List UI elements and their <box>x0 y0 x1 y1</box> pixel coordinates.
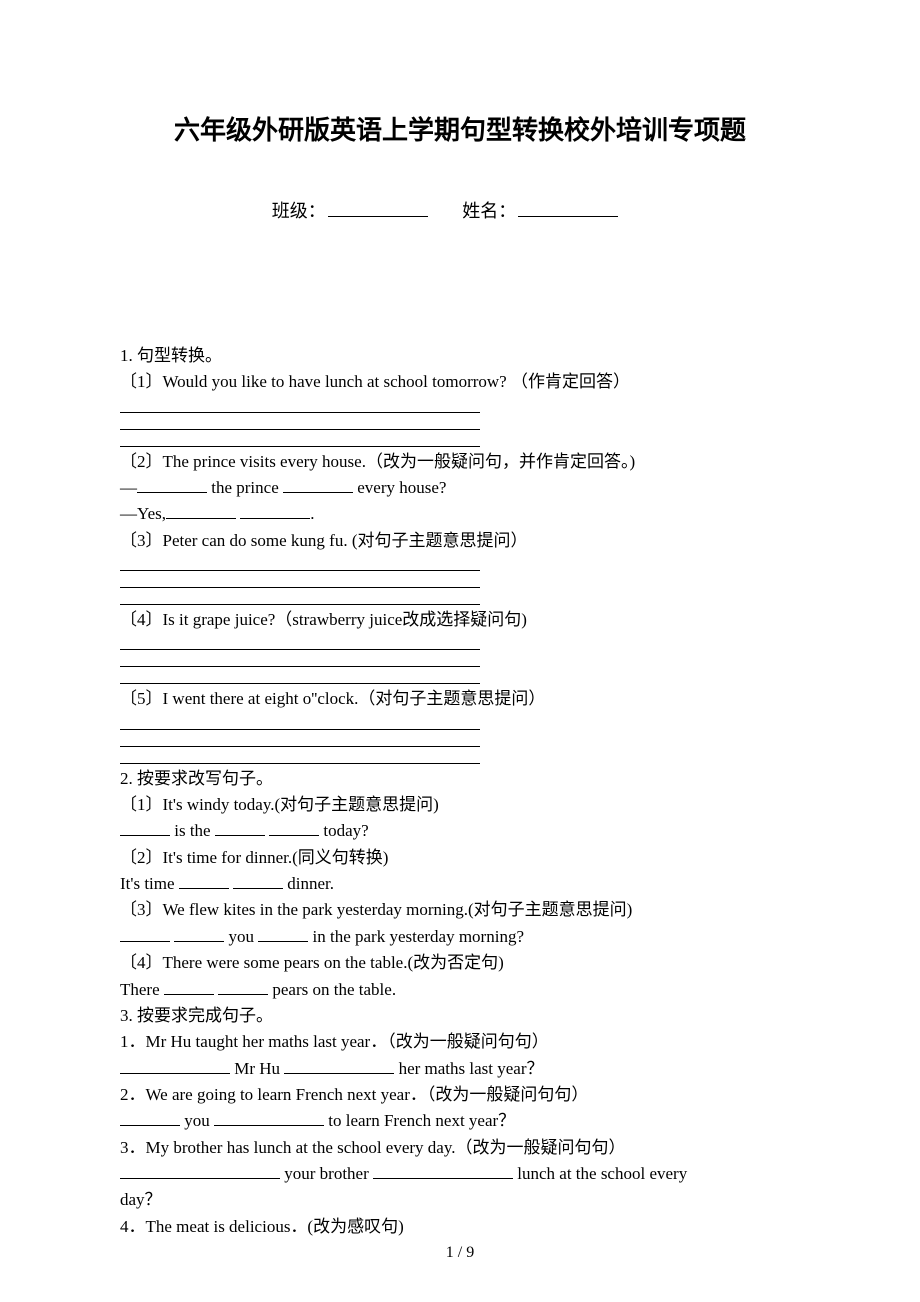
q3-3-line-a: your brother lunch at the school every <box>120 1161 800 1187</box>
q2-head: 2. 按要求改写句子。 <box>120 766 800 792</box>
text: Mr Hu <box>230 1059 284 1078</box>
text: the prince <box>207 478 283 497</box>
fill-blank[interactable] <box>120 818 170 836</box>
text: today? <box>319 821 369 840</box>
q1-1: 〔1〕Would you like to have lunch at schoo… <box>120 369 800 395</box>
answer-blank[interactable] <box>120 715 480 730</box>
answer-blank[interactable] <box>120 669 480 684</box>
page-title: 六年级外研版英语上学期句型转换校外培训专项题 <box>120 110 800 147</box>
text: — <box>120 478 137 497</box>
answer-blank[interactable] <box>120 415 480 430</box>
page-number: 1 / 9 <box>0 1244 920 1262</box>
fill-blank[interactable] <box>120 1161 280 1179</box>
q3-1: 1．Mr Hu taught her maths last year．（改为一般… <box>120 1029 800 1055</box>
text: There <box>120 980 164 999</box>
fill-blank[interactable] <box>179 871 229 889</box>
q3-3-line-b: day？ <box>120 1187 800 1213</box>
q3-1-line: Mr Hu her maths last year？ <box>120 1056 800 1082</box>
answer-blank[interactable] <box>120 749 480 764</box>
fill-blank[interactable] <box>120 924 170 942</box>
text: your brother <box>280 1164 373 1183</box>
q1-head: 1. 句型转换。 <box>120 343 800 369</box>
answer-blank[interactable] <box>120 398 480 413</box>
class-label: 班级： <box>272 201 326 221</box>
name-blank[interactable] <box>518 198 618 217</box>
q2-2-line: It's time dinner. <box>120 871 800 897</box>
fill-blank[interactable] <box>269 818 319 836</box>
fill-blank[interactable] <box>164 977 214 995</box>
content-body: 1. 句型转换。 〔1〕Would you like to have lunch… <box>120 343 800 1240</box>
answer-blank[interactable] <box>120 732 480 747</box>
fill-blank[interactable] <box>120 1056 230 1074</box>
q1-4: 〔4〕Is it grape juice?（strawberry juice改成… <box>120 607 800 633</box>
fill-blank[interactable] <box>214 1108 324 1126</box>
text: pears on the table. <box>268 980 396 999</box>
text: you <box>224 927 258 946</box>
q3-2: 2．We are going to learn French next year… <box>120 1082 800 1108</box>
q1-2-line-a: — the prince every house? <box>120 475 800 501</box>
answer-blank[interactable] <box>120 573 480 588</box>
student-info-line: 班级： 姓名： <box>120 197 800 223</box>
text: you <box>180 1111 214 1130</box>
q3-4: 4．The meat is delicious．(改为感叹句) <box>120 1214 800 1240</box>
q2-1-line: is the today? <box>120 818 800 844</box>
text: in the park yesterday morning? <box>308 927 524 946</box>
worksheet-page: 六年级外研版英语上学期句型转换校外培训专项题 班级： 姓名： 1. 句型转换。 … <box>0 0 920 1302</box>
text: . <box>310 504 314 523</box>
text: every house? <box>353 478 446 497</box>
fill-blank[interactable] <box>233 871 283 889</box>
q2-4: 〔4〕There were some pears on the table.(改… <box>120 950 800 976</box>
text: her maths last year？ <box>394 1059 543 1078</box>
name-label: 姓名： <box>462 201 516 221</box>
fill-blank[interactable] <box>240 501 310 519</box>
fill-blank[interactable] <box>137 475 207 493</box>
q1-2-line-b: —Yes, . <box>120 501 800 527</box>
answer-blank[interactable] <box>120 635 480 650</box>
answer-blank[interactable] <box>120 556 480 571</box>
answer-blank[interactable] <box>120 652 480 667</box>
text: is the <box>170 821 215 840</box>
fill-blank[interactable] <box>166 501 236 519</box>
q3-head: 3. 按要求完成句子。 <box>120 1003 800 1029</box>
text: It's time <box>120 874 179 893</box>
text: dinner. <box>283 874 334 893</box>
answer-blank[interactable] <box>120 590 480 605</box>
fill-blank[interactable] <box>174 924 224 942</box>
q2-3: 〔3〕We flew kites in the park yesterday m… <box>120 897 800 923</box>
fill-blank[interactable] <box>120 1108 180 1126</box>
q1-3: 〔3〕Peter can do some kung fu. (对句子主题意思提问… <box>120 528 800 554</box>
q3-3: 3．My brother has lunch at the school eve… <box>120 1135 800 1161</box>
answer-blank[interactable] <box>120 432 480 447</box>
q2-2: 〔2〕It's time for dinner.(同义句转换) <box>120 845 800 871</box>
fill-blank[interactable] <box>258 924 308 942</box>
fill-blank[interactable] <box>284 1056 394 1074</box>
q2-1: 〔1〕It's windy today.(对句子主题意思提问) <box>120 792 800 818</box>
class-blank[interactable] <box>328 198 428 217</box>
q2-3-line: you in the park yesterday morning? <box>120 924 800 950</box>
q3-2-line: you to learn French next year？ <box>120 1108 800 1134</box>
fill-blank[interactable] <box>218 977 268 995</box>
text: lunch at the school every <box>513 1164 687 1183</box>
q2-4-line: There pears on the table. <box>120 977 800 1003</box>
q1-5: 〔5〕I went there at eight o''clock.（对句子主题… <box>120 686 800 712</box>
fill-blank[interactable] <box>215 818 265 836</box>
fill-blank[interactable] <box>373 1161 513 1179</box>
fill-blank[interactable] <box>283 475 353 493</box>
q1-2: 〔2〕The prince visits every house.（改为一般疑问… <box>120 449 800 475</box>
text: to learn French next year？ <box>324 1111 515 1130</box>
text: —Yes, <box>120 504 166 523</box>
